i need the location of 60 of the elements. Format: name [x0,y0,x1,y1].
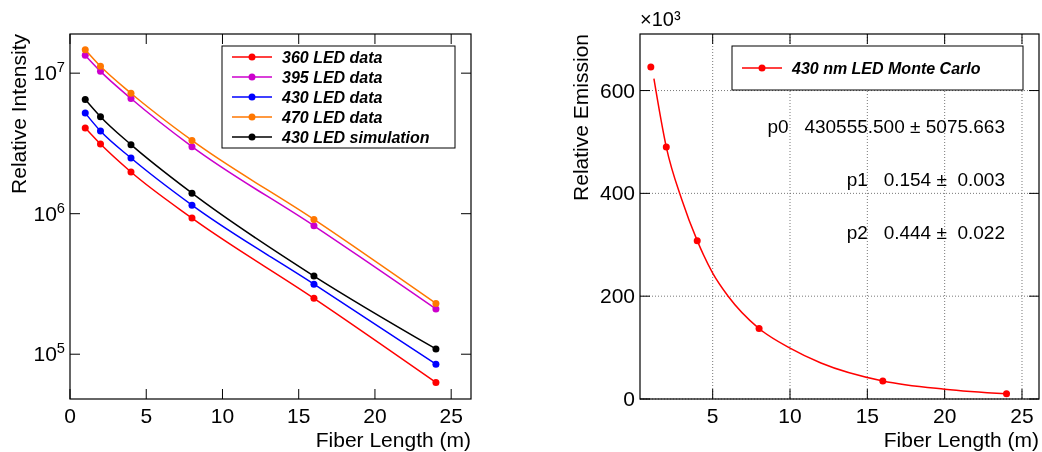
y-axis-title: Relative Emission [569,34,592,201]
point [96,140,104,148]
legend-label: 430 nm LED Monte Carlo [791,60,981,77]
point [647,63,655,71]
y-tick-label: 10$^{5}$ [33,340,65,366]
y-axis-title: Relative Intensity [7,33,30,194]
x-tick-label: 20 [363,404,387,427]
point [310,272,318,280]
legend-label: 470 LED data [281,109,383,126]
point [127,141,135,149]
x-tick-label: 5 [140,404,153,427]
annotation: p2 0.444 ± 0.022 [846,222,1005,243]
point [310,215,318,223]
point [127,89,135,97]
point [188,189,196,197]
x-tick-label: 20 [932,404,957,427]
point [310,280,318,288]
legend-label: 395 LED data [282,69,383,86]
legend-label: 360 LED data [282,49,383,66]
point [96,113,104,121]
point [432,378,440,386]
point [188,201,196,209]
x-tick-label: 5 [706,404,719,427]
point [127,168,135,176]
point [432,345,440,353]
y-tick-label: 0 [623,387,635,410]
y-tick-label: 200 [599,284,635,308]
x-tick-label: 25 [439,404,463,427]
annotation: p1 0.154 ± 0.003 [846,169,1005,190]
x-tick-label: 15 [287,404,311,427]
x-axis-title: Fiber Length (m) [315,428,471,451]
point [96,62,104,70]
annotation: p0 430555.500 ± 5075.663 [767,116,1005,137]
point [81,95,89,103]
point [1003,390,1011,398]
y-tick-label: 600 [599,78,635,102]
point [81,124,89,132]
point [432,299,440,307]
point [188,214,196,222]
point [188,143,196,151]
point [96,127,104,135]
x-axis-title: Fiber Length (m) [883,428,1039,451]
legend-label: 430 LED simulation [281,129,430,146]
text: ×10³ [640,8,681,30]
y-tick-label: 400 [599,181,635,205]
point [127,154,135,162]
point [310,222,318,230]
point [432,360,440,368]
x-tick-label: 10 [778,404,802,427]
x-tick-label: 10 [210,404,235,427]
point [81,46,89,54]
point [310,294,318,302]
x-tick-label: 25 [1010,404,1034,427]
point [81,109,89,117]
legend-label: 430 LED data [281,89,383,106]
point [188,136,196,144]
point [81,51,89,59]
y-tick-label: 10$^{6}$ [33,199,65,225]
x-tick-label: 15 [855,404,880,427]
y-tick-label: 10$^{7}$ [33,59,65,85]
